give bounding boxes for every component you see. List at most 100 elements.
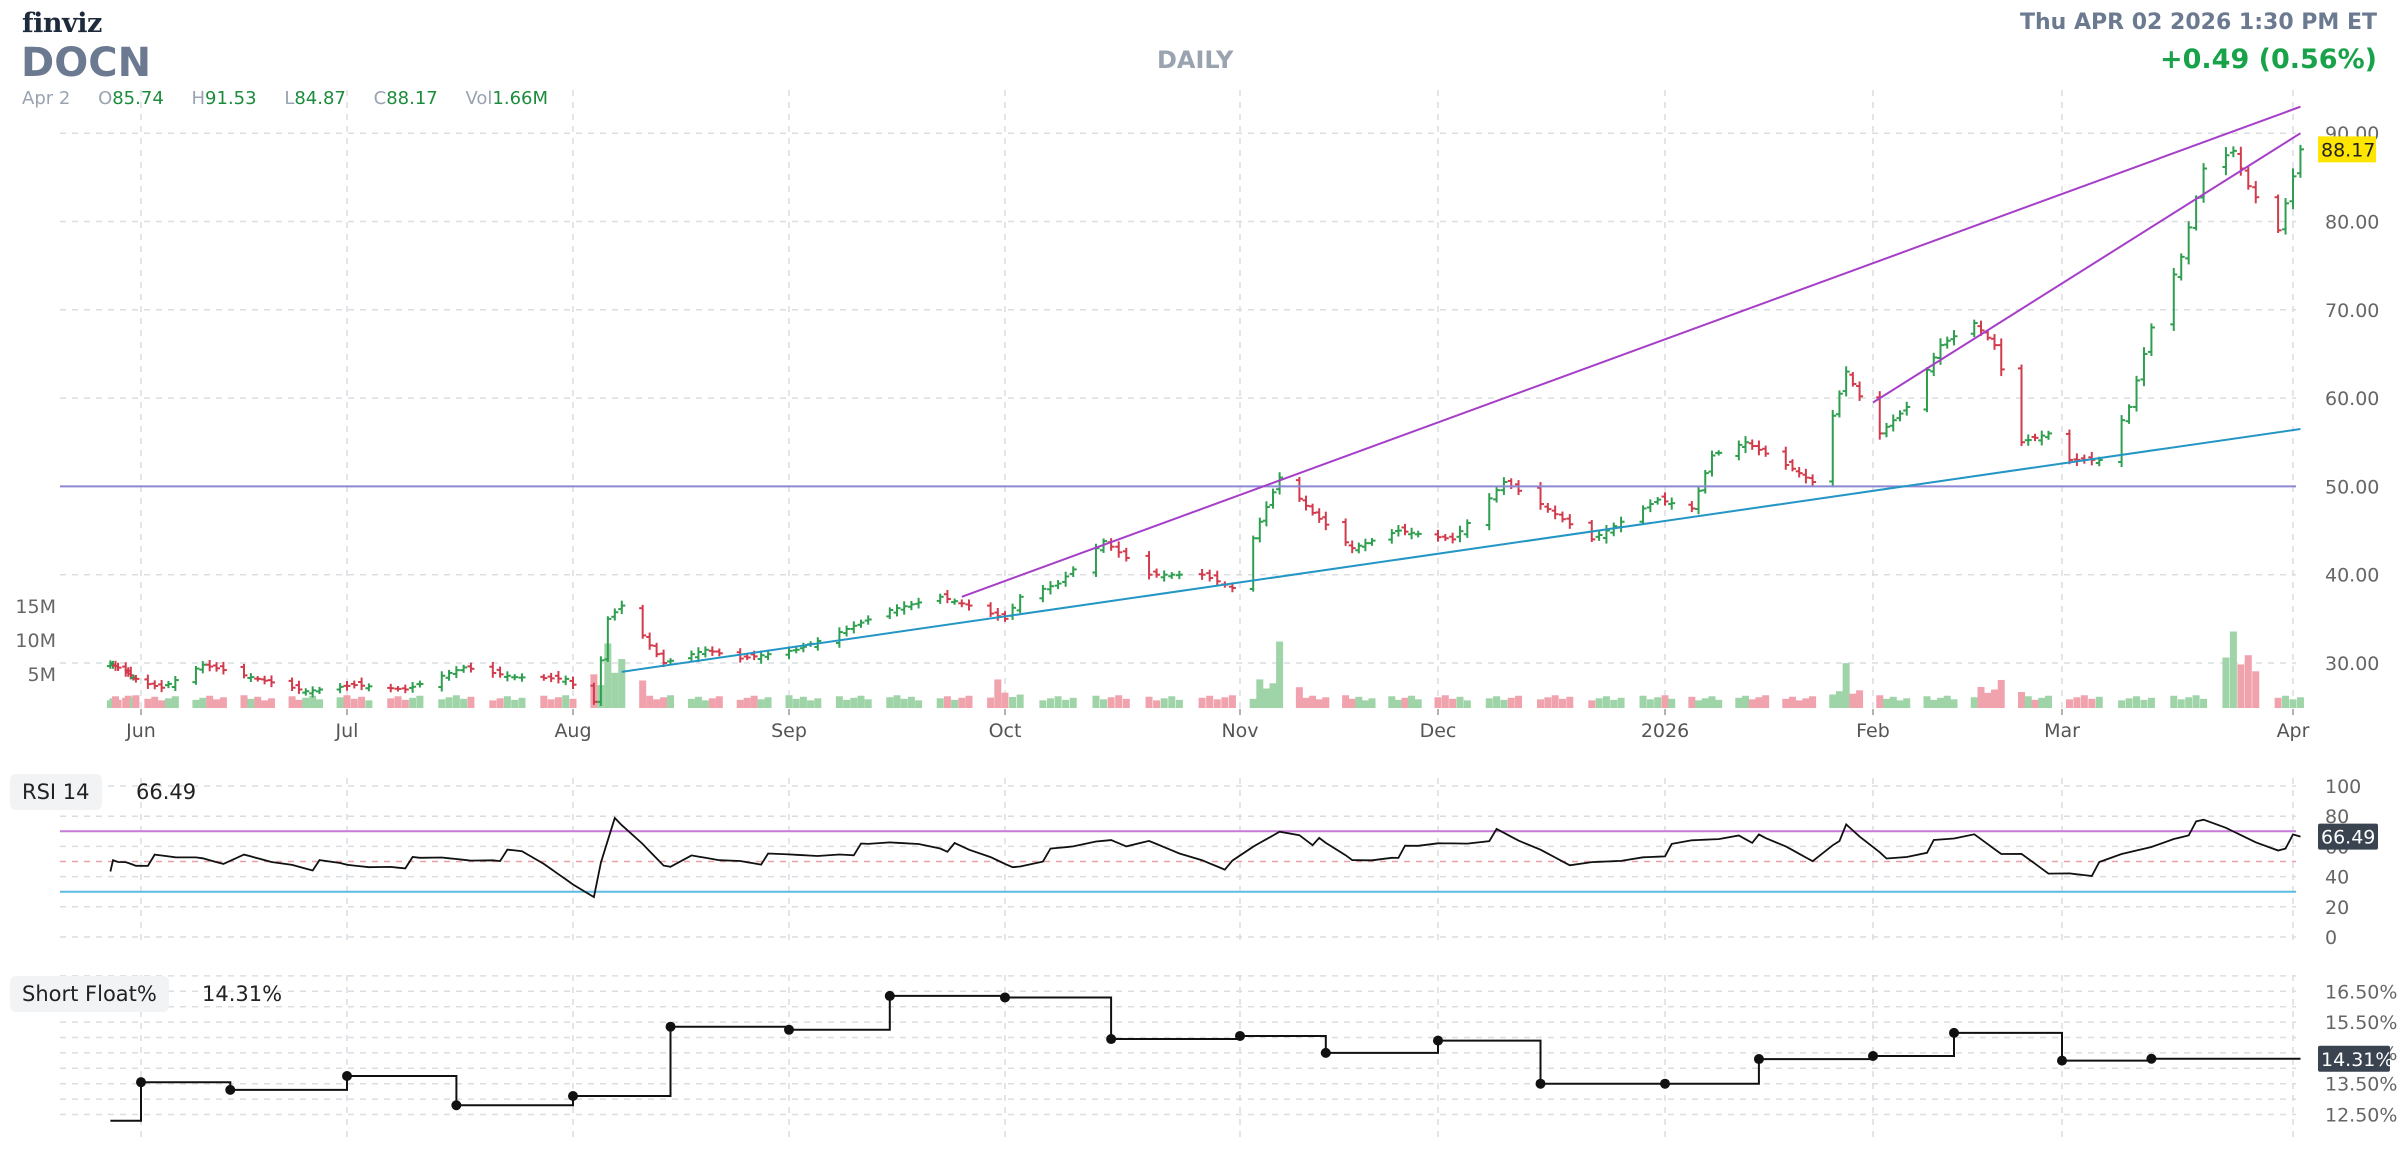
volume-bar [807, 700, 815, 708]
volume-bar [489, 700, 497, 708]
volume-bar [1829, 694, 1837, 708]
volume-bar [864, 699, 872, 708]
volume-bar [1001, 692, 1009, 708]
volume-bar [1544, 697, 1552, 708]
volume-bar [1485, 698, 1493, 708]
ohlc-bar [900, 601, 908, 615]
volume-bar [835, 696, 843, 708]
rsi-axis-label: 100 [2325, 776, 2361, 798]
volume-bar [2147, 697, 2155, 708]
close-value: 88.17 [386, 88, 438, 109]
ohlc-bar [764, 650, 772, 661]
volume-bar [1923, 696, 1931, 708]
x-axis-label: Sep [771, 720, 807, 742]
ohlc-bar [1394, 525, 1402, 537]
quote-datetime: Thu APR 02 2026 1:30 PM ET [2020, 10, 2377, 35]
volume-bar [1213, 699, 1221, 708]
volume-bar [900, 698, 908, 708]
volume-bar [1145, 696, 1153, 708]
ohlc-bar [1198, 568, 1206, 580]
ohlc-bar [1755, 440, 1763, 456]
ohlc-bar [1361, 538, 1369, 552]
volume-bar [814, 698, 822, 708]
volume-bar [2274, 697, 2282, 708]
ohlc-bar [965, 599, 973, 611]
volume-bar [1168, 696, 1176, 708]
ohlc-bar [1213, 570, 1221, 587]
volume-bar [254, 696, 262, 708]
ohlc-bar [799, 642, 807, 653]
volume-bar [646, 695, 654, 708]
volume-bar [206, 695, 214, 708]
volume-bar [1269, 683, 1277, 708]
volume-bar [1748, 699, 1756, 708]
volume-bar [1646, 699, 1654, 708]
volume-bar [1449, 698, 1457, 708]
volume-bar [907, 696, 915, 708]
volume-bar [503, 696, 511, 708]
ohlc-bar [2244, 167, 2252, 190]
volume-bar [1348, 698, 1356, 708]
ohlc-bar [1046, 581, 1054, 595]
ohlc-bar [247, 673, 255, 682]
ohlc-bar [1708, 450, 1716, 477]
ohlc-bar [1054, 580, 1062, 590]
ohlc-bar [1206, 569, 1214, 582]
ohlc-bar [540, 674, 548, 681]
volume-bar [1092, 695, 1100, 708]
ohlc-bar [1742, 436, 1750, 454]
ohlc-bar [1069, 566, 1077, 577]
volume-bar [936, 698, 944, 708]
x-axis-label: Dec [1420, 720, 1457, 742]
volume-bar [1991, 689, 1998, 708]
ohlc-bar [2222, 147, 2230, 176]
volume-bar [1221, 697, 1229, 708]
ohlc-bar [1062, 571, 1070, 587]
volume-bar [438, 699, 446, 708]
volume-axis-label: 5M [28, 664, 56, 686]
x-axis-label: Jul [335, 720, 359, 742]
volume-bar [2177, 699, 2185, 708]
low-label: L [284, 88, 295, 109]
rsi-indicator-label[interactable]: RSI 14 [10, 774, 102, 810]
ohlc-bar [958, 599, 966, 608]
ohlc-bar [2229, 146, 2237, 158]
purple-trendline [1872, 132, 2301, 404]
ohlc-bar [1009, 603, 1017, 620]
volume-bar [2031, 699, 2039, 708]
ohlc-bar [1408, 527, 1416, 540]
finviz-logo[interactable]: finviz [22, 8, 102, 39]
ohlc-bar [1997, 338, 2005, 377]
ohlc-bar [316, 686, 324, 695]
high-value: 91.53 [205, 88, 257, 109]
volume-bar [409, 697, 417, 708]
ohlc-bar [2185, 221, 2193, 265]
ohlc-bar [1515, 480, 1523, 496]
volume-bar [1401, 697, 1409, 708]
short-float-indicator-label[interactable]: Short Float% [10, 976, 169, 1012]
x-axis-label: Mar [2044, 720, 2080, 742]
ohlc-bar [387, 683, 395, 693]
ohlc-bar [743, 653, 751, 661]
ohlc-bar [503, 671, 511, 682]
ohlc-bar [409, 681, 417, 693]
ohlc-bar [2133, 375, 2141, 412]
volume-bar [1100, 699, 1108, 708]
volume-bar [886, 697, 894, 708]
ohlc-bar [569, 676, 577, 690]
ohlc-bar [1401, 523, 1409, 536]
ohlc-bar [1883, 422, 1890, 438]
volume-bar [1842, 663, 1850, 708]
volume-bar [2080, 695, 2088, 708]
volume-bar [1602, 696, 1610, 708]
ohlc-bar [401, 684, 409, 694]
volume-bar [261, 700, 269, 708]
price-axis-label: 70.00 [2325, 300, 2379, 322]
volume-bar [518, 697, 526, 708]
short-float-axis-label: 16.50% [2325, 981, 2397, 1003]
volume-bar [1046, 698, 1054, 708]
ohlc-bar [2018, 364, 2025, 447]
blue-trendline [621, 428, 2301, 673]
volume-bar [1463, 700, 1471, 708]
